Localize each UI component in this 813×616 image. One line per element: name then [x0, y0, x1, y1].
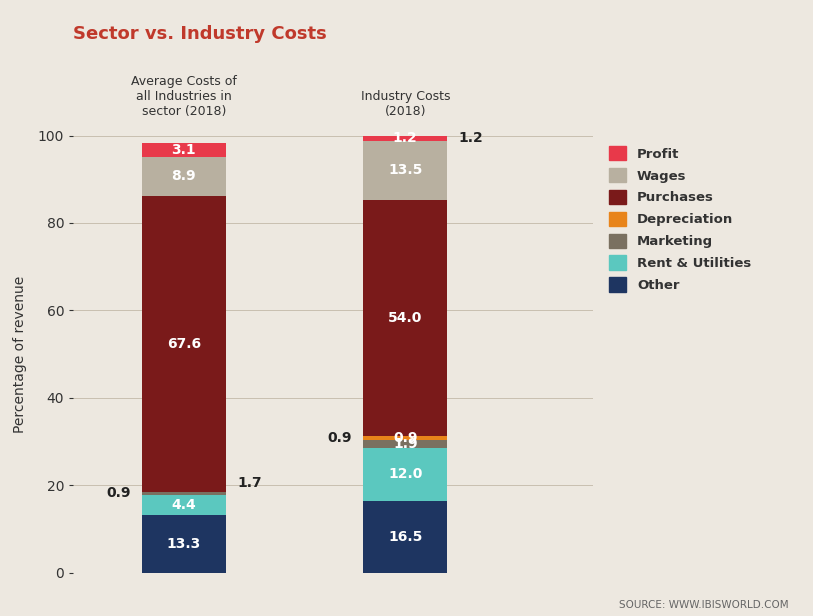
Text: 1.9: 1.9: [393, 437, 418, 451]
Text: 0.9: 0.9: [393, 431, 418, 445]
Bar: [141, 495, 226, 515]
Text: 0.9: 0.9: [107, 487, 131, 500]
Bar: [141, 144, 226, 157]
Text: 54.0: 54.0: [388, 311, 423, 325]
Bar: [363, 501, 447, 573]
Bar: [363, 436, 447, 440]
Bar: [363, 200, 447, 436]
Y-axis label: Percentage of revenue: Percentage of revenue: [13, 275, 27, 433]
Text: 3.1: 3.1: [172, 143, 196, 157]
Text: 4.4: 4.4: [172, 498, 196, 512]
Text: 12.0: 12.0: [388, 468, 423, 482]
Text: Average Costs of
all Industries in
sector (2018): Average Costs of all Industries in secto…: [131, 75, 237, 118]
Bar: [141, 515, 226, 573]
Bar: [141, 492, 226, 495]
Legend: Profit, Wages, Purchases, Depreciation, Marketing, Rent & Utilities, Other: Profit, Wages, Purchases, Depreciation, …: [606, 142, 755, 296]
Text: 13.3: 13.3: [167, 537, 201, 551]
Text: SOURCE: WWW.IBISWORLD.COM: SOURCE: WWW.IBISWORLD.COM: [619, 600, 789, 610]
Text: 67.6: 67.6: [167, 337, 201, 351]
Bar: [363, 440, 447, 448]
Text: Sector vs. Industry Costs: Sector vs. Industry Costs: [73, 25, 327, 43]
Bar: [363, 141, 447, 200]
Text: 0.9: 0.9: [328, 431, 352, 445]
Text: 1.2: 1.2: [393, 131, 418, 145]
Bar: [363, 448, 447, 501]
Text: 16.5: 16.5: [388, 530, 423, 544]
Bar: [141, 196, 226, 492]
Text: 8.9: 8.9: [172, 169, 196, 184]
Text: Industry Costs
(2018): Industry Costs (2018): [360, 90, 450, 118]
Bar: [363, 136, 447, 141]
Bar: [141, 157, 226, 196]
Text: 1.2: 1.2: [459, 131, 483, 145]
Text: 1.7: 1.7: [237, 476, 262, 490]
Text: 13.5: 13.5: [388, 163, 423, 177]
